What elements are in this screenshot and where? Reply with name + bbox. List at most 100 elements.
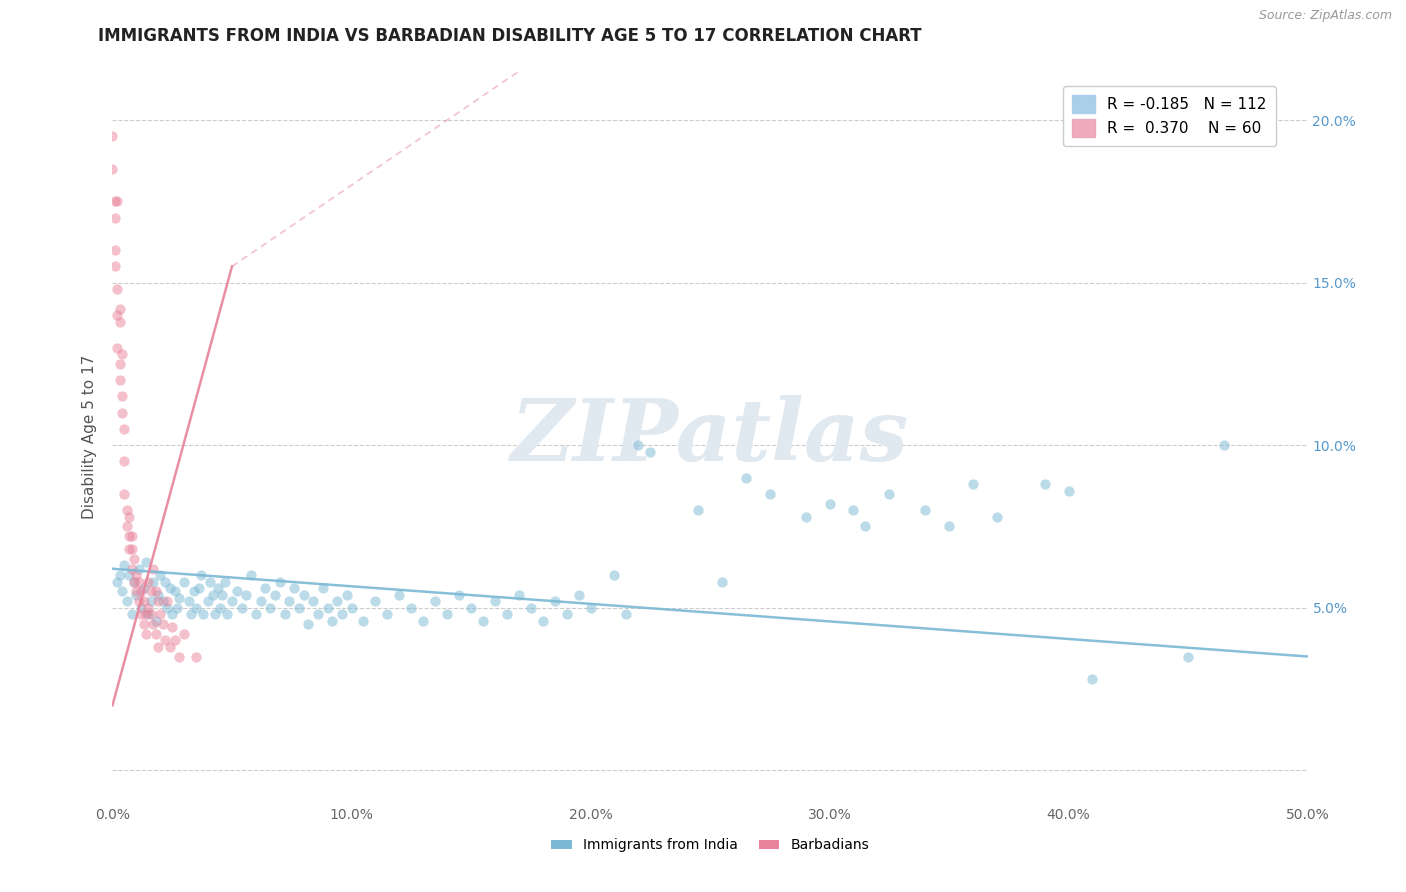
Point xyxy=(129,607,152,622)
Point xyxy=(1033,477,1056,491)
Point xyxy=(108,373,131,387)
Point xyxy=(316,600,339,615)
Point xyxy=(132,581,155,595)
Point xyxy=(711,574,734,589)
Point xyxy=(240,568,263,582)
Point xyxy=(104,243,127,257)
Point xyxy=(135,626,157,640)
Point xyxy=(190,568,212,582)
Point xyxy=(187,581,209,595)
Point xyxy=(269,574,291,589)
Point xyxy=(121,562,143,576)
Point xyxy=(627,438,650,452)
Point xyxy=(105,341,128,355)
Point xyxy=(173,626,195,640)
Point xyxy=(555,607,578,622)
Point xyxy=(326,594,349,608)
Point xyxy=(616,607,638,622)
Y-axis label: Disability Age 5 to 17: Disability Age 5 to 17 xyxy=(82,355,97,519)
Point xyxy=(214,574,236,589)
Point xyxy=(307,607,329,622)
Point xyxy=(1177,649,1199,664)
Point xyxy=(156,600,179,615)
Point xyxy=(138,607,160,622)
Point xyxy=(139,594,162,608)
Point xyxy=(173,574,195,589)
Point xyxy=(142,617,165,632)
Point xyxy=(108,357,131,371)
Point xyxy=(121,542,143,557)
Point xyxy=(153,574,176,589)
Point xyxy=(146,588,169,602)
Point xyxy=(855,519,877,533)
Point xyxy=(388,588,411,602)
Point xyxy=(125,584,148,599)
Point xyxy=(288,600,311,615)
Point xyxy=(221,594,243,608)
Point xyxy=(183,584,205,599)
Text: ZIPatlas: ZIPatlas xyxy=(510,395,910,479)
Point xyxy=(1081,673,1104,687)
Point xyxy=(1057,483,1080,498)
Point xyxy=(217,607,239,622)
Point xyxy=(142,562,165,576)
Point xyxy=(603,568,626,582)
Point xyxy=(735,471,758,485)
Point xyxy=(412,614,434,628)
Point xyxy=(484,594,506,608)
Point xyxy=(352,614,374,628)
Point xyxy=(186,649,208,664)
Point xyxy=(204,607,226,622)
Point xyxy=(425,594,447,608)
Point xyxy=(200,574,222,589)
Point xyxy=(142,574,165,589)
Point xyxy=(169,591,191,605)
Point xyxy=(162,620,183,634)
Point xyxy=(207,581,229,595)
Point xyxy=(302,594,325,608)
Point xyxy=(128,562,150,576)
Point xyxy=(166,600,188,615)
Point xyxy=(156,594,179,608)
Point xyxy=(108,315,131,329)
Point xyxy=(114,422,135,436)
Point xyxy=(122,574,145,589)
Point xyxy=(149,568,172,582)
Point xyxy=(914,503,936,517)
Point xyxy=(149,607,172,622)
Point xyxy=(128,574,150,589)
Point xyxy=(138,574,160,589)
Point xyxy=(879,487,901,501)
Point xyxy=(163,633,186,648)
Point xyxy=(579,600,602,615)
Point xyxy=(436,607,458,622)
Point xyxy=(101,129,124,144)
Point xyxy=(169,649,191,664)
Point xyxy=(129,584,152,599)
Point xyxy=(842,503,865,517)
Point xyxy=(121,607,143,622)
Point xyxy=(401,600,423,615)
Point xyxy=(139,607,162,622)
Point xyxy=(118,509,141,524)
Point xyxy=(145,626,167,640)
Point xyxy=(135,555,157,569)
Point xyxy=(520,600,543,615)
Point xyxy=(159,640,181,654)
Point xyxy=(108,568,131,582)
Point xyxy=(105,194,128,209)
Point xyxy=(114,487,135,501)
Point xyxy=(111,389,134,403)
Text: IMMIGRANTS FROM INDIA VS BARBADIAN DISABILITY AGE 5 TO 17 CORRELATION CHART: IMMIGRANTS FROM INDIA VS BARBADIAN DISAB… xyxy=(98,27,922,45)
Point xyxy=(125,568,148,582)
Point xyxy=(122,552,145,566)
Point xyxy=(121,529,143,543)
Point xyxy=(508,588,530,602)
Point xyxy=(201,588,224,602)
Point xyxy=(111,584,134,599)
Point xyxy=(159,581,181,595)
Point xyxy=(568,588,591,602)
Point xyxy=(104,211,127,225)
Point xyxy=(145,614,167,628)
Point xyxy=(138,600,160,615)
